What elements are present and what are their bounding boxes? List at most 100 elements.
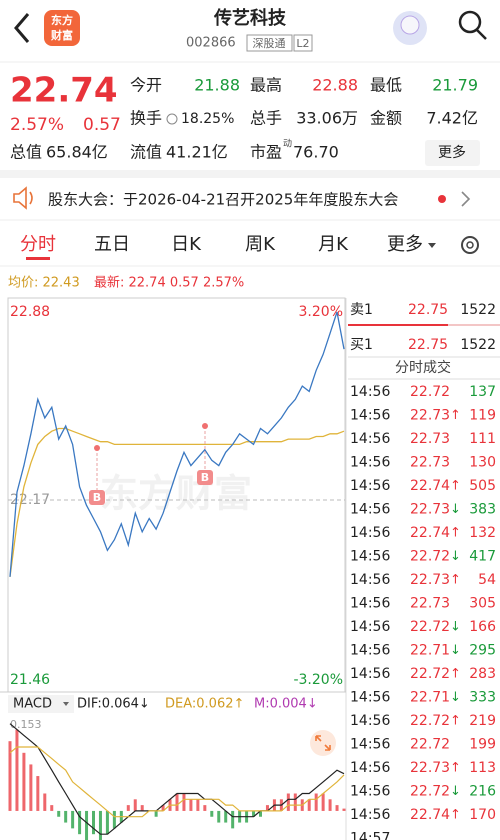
stat-value: 18.25% <box>181 111 234 127</box>
trade-time: 14:56 <box>350 572 390 588</box>
macd-bar <box>22 752 26 811</box>
change: 0.57 <box>83 115 121 135</box>
macd-bar <box>286 793 290 811</box>
trade-time: 14:56 <box>350 431 390 447</box>
trade-time: 14:56 <box>350 690 390 706</box>
trade-mark[interactable] <box>197 470 213 485</box>
macd-bar <box>43 793 47 811</box>
trade-time: 14:56 <box>350 478 390 494</box>
macd-bar <box>98 810 102 840</box>
latest-legend: 最新: 22.74 0.57 2.57% <box>94 275 244 291</box>
trade-price: 22.73 <box>410 760 450 776</box>
trade-mark[interactable] <box>89 490 105 505</box>
trade-volume: 417 <box>469 549 496 565</box>
tab[interactable]: 周K <box>245 234 276 255</box>
y2-tick-label: -3.20% <box>293 672 343 688</box>
stat-label: 市盈 <box>250 143 282 162</box>
trade-price: 22.73 <box>410 596 450 612</box>
macd-bar <box>328 799 332 811</box>
trade-price: 22.73 <box>410 572 450 588</box>
macd-bar <box>307 799 311 811</box>
trade-volume: 54 <box>478 572 496 588</box>
macd-bar <box>203 805 207 811</box>
stat-label: 最高 <box>250 76 282 95</box>
trade-time: 14:56 <box>350 619 390 635</box>
trade-price: 22.73 <box>410 408 450 424</box>
stat-value: 21.88 <box>194 76 240 95</box>
stat-label: 总值 <box>10 143 42 162</box>
macd-bar <box>210 810 214 817</box>
tabs: 分时 五日 日K 周K 月K 更多 <box>20 234 436 260</box>
search-button[interactable] <box>458 10 482 34</box>
y-tick-label: 0.153 <box>10 718 42 731</box>
trade-price: 22.72 <box>410 737 450 753</box>
trade-arrow: ↑ <box>450 408 461 423</box>
trade-mark-label: B <box>93 491 101 504</box>
trade-volume: 333 <box>469 690 496 706</box>
trade-arrow: ↓ <box>450 784 461 799</box>
trade-time: 14:56 <box>350 737 390 753</box>
y2-tick-label: 3.20% <box>299 304 343 320</box>
bid-price: 22.75 <box>408 337 448 353</box>
stat-value: 41.21亿 <box>166 143 228 162</box>
macd-bar <box>126 805 130 811</box>
tab[interactable]: 分时 <box>20 234 56 255</box>
macd-bar <box>224 810 228 823</box>
trade-time: 14:56 <box>350 643 390 659</box>
avatar-face <box>400 15 420 35</box>
trade-price: 22.72 <box>410 384 450 400</box>
unread-dot <box>438 195 446 203</box>
macd-bar <box>252 810 256 817</box>
trade-price: 22.74 <box>410 807 450 823</box>
macd-bar <box>92 810 95 835</box>
macd-bar <box>36 776 40 811</box>
stat-sup: 动 <box>283 139 292 150</box>
ask-price: 22.75 <box>408 302 448 318</box>
tab[interactable]: 更多 <box>387 234 423 255</box>
trade-arrow: ↓ <box>450 502 461 517</box>
stat-label: 金额 <box>370 109 402 128</box>
trade-arrow: ↑ <box>450 714 461 729</box>
macd-bar <box>15 729 19 811</box>
expand-button[interactable] <box>310 730 336 756</box>
change-pct: 2.57% <box>10 115 64 135</box>
macd-bar <box>196 799 200 811</box>
trade-time: 14:56 <box>350 525 390 541</box>
tab[interactable]: 日K <box>171 234 202 255</box>
trade-time: 14:56 <box>350 455 390 471</box>
trade-price: 22.72 <box>410 666 450 682</box>
macd-bar <box>154 810 158 817</box>
macd-chart: 0.153 <box>8 718 346 840</box>
macd-bar <box>133 799 137 811</box>
macd-bar <box>293 793 297 811</box>
trade-volume: 111 <box>469 431 496 447</box>
trade-price: 22.74 <box>410 478 450 494</box>
m-legend: M:0.004↓ <box>254 697 318 712</box>
dea-legend: DEA:0.062↑ <box>165 697 244 712</box>
tag: L2 <box>296 37 309 50</box>
trade-time: 14:56 <box>350 384 390 400</box>
avg-legend: 均价: 22.43 <box>8 276 80 291</box>
bid-volume: 1522 <box>460 337 496 353</box>
trade-mark-label: B <box>201 471 209 484</box>
trade-price: 22.73 <box>410 502 450 518</box>
settings-button[interactable] <box>461 236 479 254</box>
trade-arrow: ↑ <box>450 479 461 494</box>
more-button[interactable] <box>425 140 480 166</box>
stat-value: 76.70 <box>293 143 339 162</box>
tab[interactable]: 五日 <box>94 234 130 255</box>
trade-arrow: ↑ <box>450 761 461 776</box>
dif-legend: DIF:0.064↓ <box>77 697 150 712</box>
macd-bar <box>105 810 109 835</box>
trade-price: 22.72 <box>410 784 450 800</box>
spacer <box>0 170 500 178</box>
tab[interactable]: 月K <box>318 234 349 255</box>
trade-time: 14:56 <box>350 408 390 424</box>
notice-text[interactable]: 股东大会：于2026-04-21召开2025年年度股东大会 <box>48 191 398 209</box>
indicator-selector[interactable] <box>8 695 74 713</box>
back-button[interactable] <box>14 13 30 43</box>
logo-text: 财富 <box>50 28 73 42</box>
tag: 深股通 <box>253 37 286 50</box>
